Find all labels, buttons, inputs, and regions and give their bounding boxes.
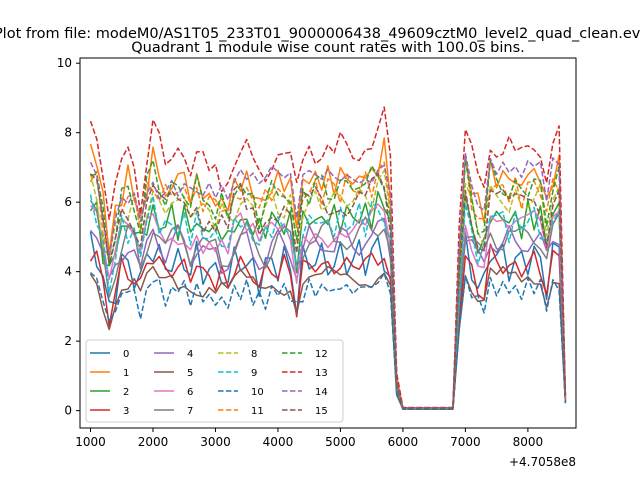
y-axis: 0 2 4 6 8 10 xyxy=(57,56,80,418)
y-tick-label: 2 xyxy=(64,334,72,348)
legend-label-10: 10 xyxy=(251,387,264,398)
legend-label-4: 4 xyxy=(187,349,193,360)
y-tick-label: 0 xyxy=(64,404,72,418)
legend-label-14: 14 xyxy=(315,387,328,398)
legend-label-7: 7 xyxy=(187,406,193,417)
x-offset-label: +4.7058e8 xyxy=(509,455,576,469)
x-tick-label: 1000 xyxy=(75,435,106,449)
legend-box xyxy=(85,339,344,423)
legend-label-0: 0 xyxy=(123,349,129,360)
x-tick-label: 7000 xyxy=(450,435,481,449)
y-tick-label: 10 xyxy=(57,56,72,70)
x-tick-label: 2000 xyxy=(138,435,169,449)
x-tick-label: 8000 xyxy=(513,435,544,449)
series-line-6 xyxy=(89,203,567,410)
legend-label-12: 12 xyxy=(315,349,328,360)
legend-label-2: 2 xyxy=(123,387,129,398)
chart-title: Quadrant 1 module wise count rates with … xyxy=(131,40,525,56)
x-tick-label: 5000 xyxy=(325,435,356,449)
legend-label-8: 8 xyxy=(251,349,257,360)
series-layer xyxy=(89,106,567,410)
series-line-10 xyxy=(89,272,567,410)
y-tick-label: 4 xyxy=(64,265,72,279)
legend-label-15: 15 xyxy=(315,406,328,417)
series-line-3 xyxy=(89,243,567,410)
legend-label-5: 5 xyxy=(187,368,193,379)
plot-frame xyxy=(79,57,577,429)
series-line-0 xyxy=(89,231,567,410)
legend-label-3: 3 xyxy=(123,406,129,417)
x-tick-label: 6000 xyxy=(388,435,419,449)
series-line-4 xyxy=(89,217,567,410)
x-tick-label: 3000 xyxy=(200,435,231,449)
series-line-5 xyxy=(89,265,567,410)
legend-label-13: 13 xyxy=(315,368,328,379)
legend-label-6: 6 xyxy=(187,387,193,398)
x-tick-label: 4000 xyxy=(263,435,294,449)
figure-suptitle: Plot from file: modeM0/AS1T05_233T01_900… xyxy=(0,26,640,42)
legend-label-1: 1 xyxy=(123,368,129,379)
series-line-2 xyxy=(89,190,567,410)
y-tick-label: 6 xyxy=(64,195,72,209)
legend-label-9: 9 xyxy=(251,368,257,379)
legend-label-11: 11 xyxy=(251,406,264,417)
series-line-13 xyxy=(89,106,567,409)
series-line-14 xyxy=(89,152,567,409)
series-line-12 xyxy=(90,158,567,409)
series-line-15 xyxy=(90,172,567,409)
y-tick-label: 8 xyxy=(64,126,72,140)
x-axis: 1000 2000 3000 4000 5000 6000 7000 8000 xyxy=(75,428,543,449)
